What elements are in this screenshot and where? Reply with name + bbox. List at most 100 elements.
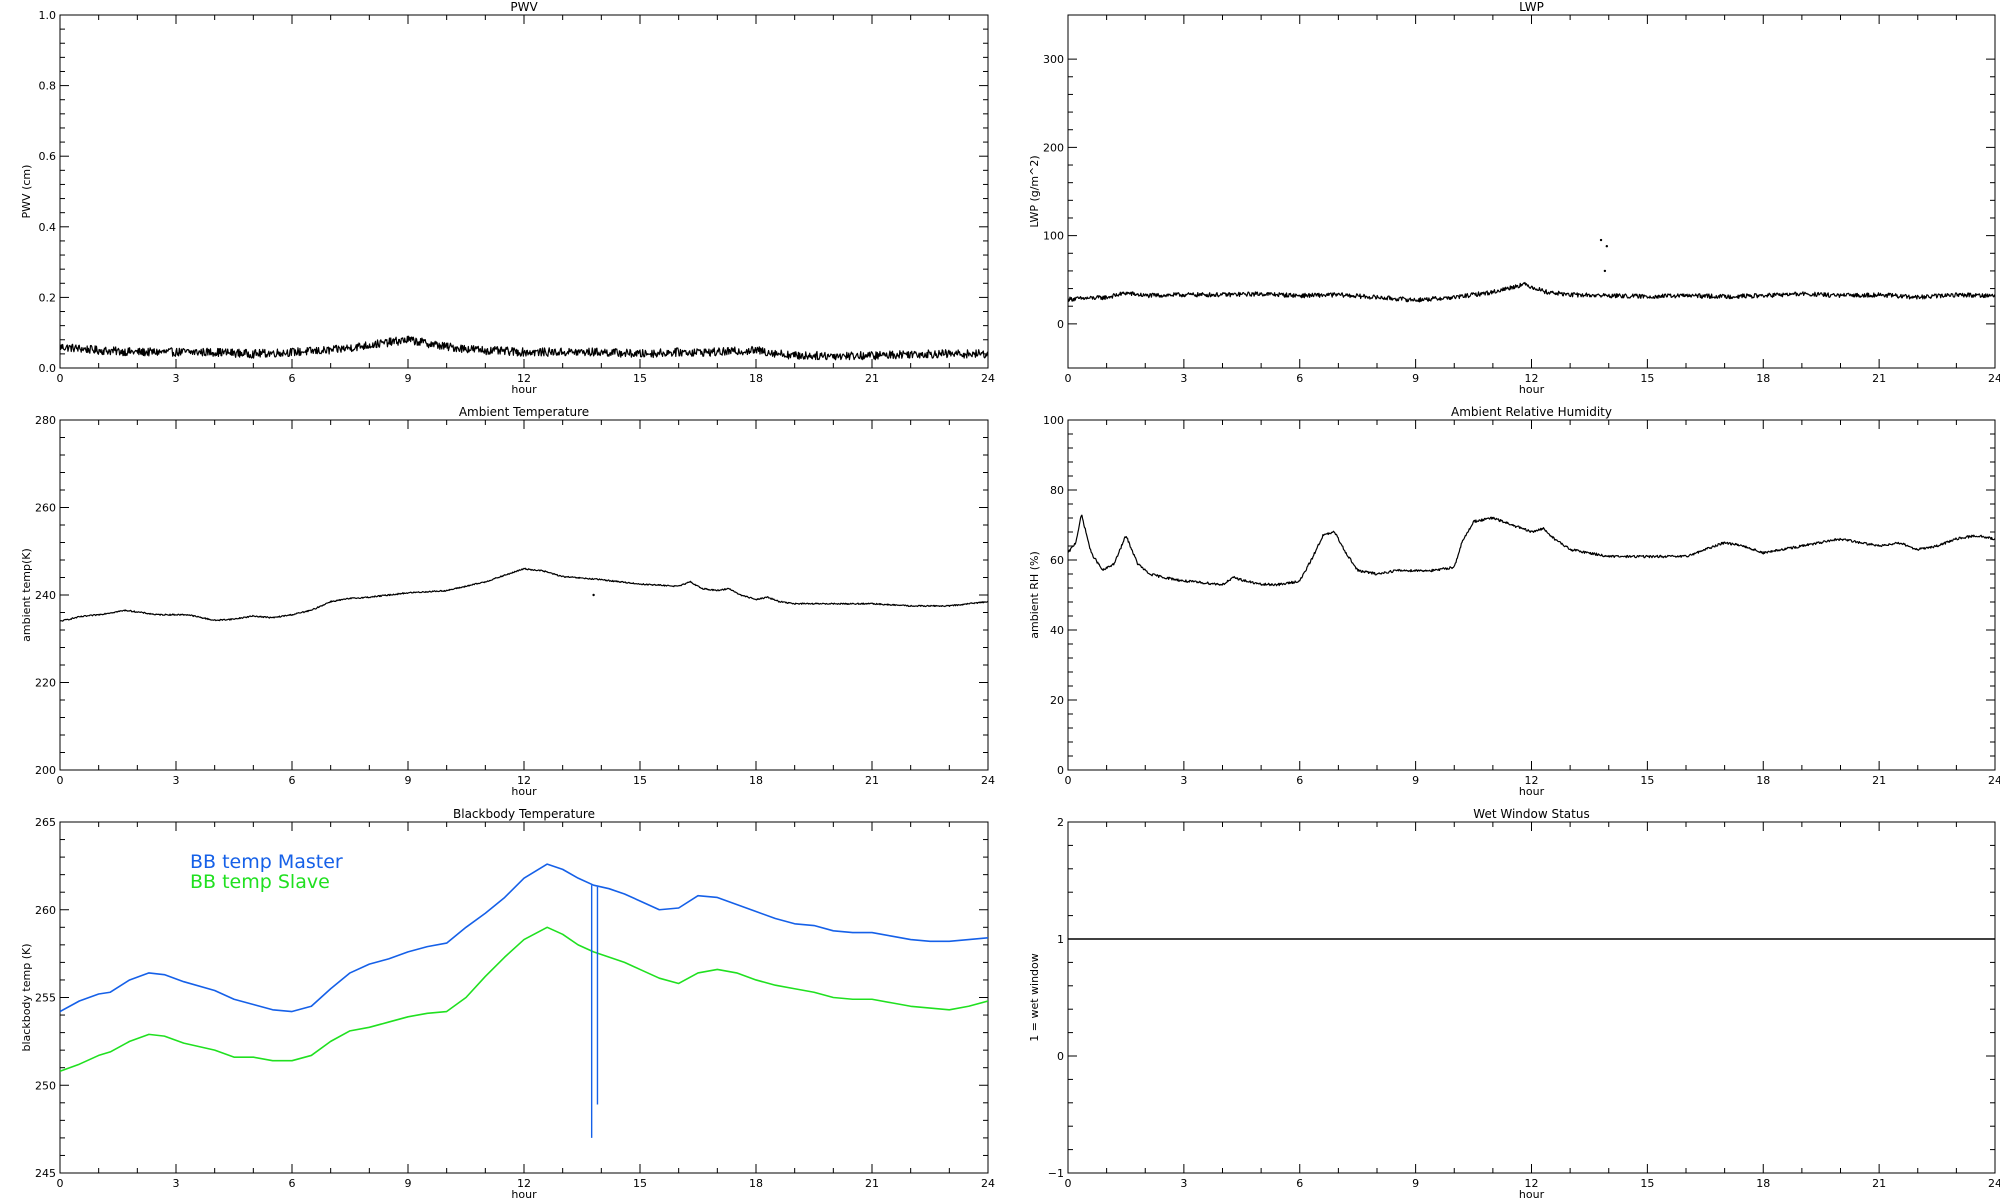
series-line-ambient-rh [1068, 514, 1995, 587]
x-tick-label: 21 [865, 372, 879, 385]
chart-title: Wet Window Status [1473, 807, 1589, 821]
data-point [1605, 245, 1609, 248]
y-tick-label: 100 [1043, 414, 1064, 427]
x-tick-label: 12 [517, 774, 531, 787]
x-tick-label: 21 [1872, 372, 1886, 385]
plot-area [1068, 514, 1995, 587]
x-tick-label: 0 [57, 1177, 64, 1190]
x-tick-label: 9 [1412, 1177, 1419, 1190]
x-tick-label: 21 [1872, 1177, 1886, 1190]
x-axis-label: hour [1519, 785, 1545, 798]
x-tick-label: 15 [633, 1177, 647, 1190]
x-tick-label: 15 [633, 774, 647, 787]
y-tick-label: −1 [1048, 1167, 1064, 1180]
x-tick-label: 24 [1988, 1177, 2000, 1190]
y-axis-label: blackbody temp (K) [20, 944, 33, 1052]
y-tick-label: 260 [35, 904, 56, 917]
y-tick-label: 100 [1043, 230, 1064, 243]
x-tick-label: 3 [1180, 372, 1187, 385]
x-tick-label: 9 [1412, 372, 1419, 385]
series-line-lwp [1068, 281, 1995, 303]
y-tick-label: 240 [35, 589, 56, 602]
y-tick-label: 1.0 [39, 9, 57, 22]
x-axis-label: hour [1519, 1188, 1545, 1200]
plot-area [60, 567, 988, 622]
y-tick-label: 60 [1050, 554, 1064, 567]
x-tick-label: 0 [1065, 1177, 1072, 1190]
x-tick-label: 12 [517, 372, 531, 385]
x-tick-label: 0 [1065, 774, 1072, 787]
x-tick-label: 3 [173, 774, 180, 787]
series-line-bb-temp-slave [60, 926, 988, 1072]
x-tick-label: 12 [1525, 372, 1539, 385]
y-tick-label: 0.6 [39, 150, 57, 163]
x-tick-label: 24 [981, 372, 995, 385]
chart-title: Ambient Relative Humidity [1451, 405, 1612, 419]
x-axis-label: hour [511, 785, 537, 798]
x-tick-label: 9 [405, 1177, 412, 1190]
x-tick-label: 12 [1525, 1177, 1539, 1190]
plot-area [1068, 238, 1995, 303]
chart-title: Ambient Temperature [459, 405, 589, 419]
chart-ambient-rh: Ambient Relative Humidity 0 3 6 9 12 15 18 21 24 h… [1028, 405, 2000, 798]
x-tick-label: 9 [405, 774, 412, 787]
x-tick-label: 15 [1640, 774, 1654, 787]
x-tick-label: 9 [405, 372, 412, 385]
y-tick-label: 200 [35, 764, 56, 777]
chart-ambient-temperature: Ambient Temperature 0 3 6 9 12 15 18 21 24 hour 200… [20, 405, 995, 798]
y-tick-label: 265 [35, 816, 56, 829]
y-axis-label: LWP (g/m^2) [1028, 155, 1041, 227]
y-axis-label: ambient temp(K) [20, 548, 33, 642]
x-tick-label: 21 [1872, 774, 1886, 787]
plot-area [60, 335, 988, 361]
x-tick-label: 6 [1296, 774, 1303, 787]
y-tick-label: 0 [1057, 1050, 1064, 1063]
x-tick-label: 3 [1180, 774, 1187, 787]
x-tick-label: 6 [289, 774, 296, 787]
x-tick-label: 15 [1640, 1177, 1654, 1190]
y-axis-label: ambient RH (%) [1028, 551, 1041, 639]
x-axis-label: hour [511, 1188, 537, 1200]
y-tick-label: 260 [35, 502, 56, 515]
y-tick-label: 80 [1050, 484, 1064, 497]
x-tick-label: 6 [1296, 372, 1303, 385]
plot-frame [1067, 419, 1996, 771]
plot-frame [1067, 821, 1996, 1174]
y-tick-label: 0 [1057, 764, 1064, 777]
x-tick-label: 24 [1988, 774, 2000, 787]
y-tick-label: 0.0 [39, 362, 57, 375]
x-tick-label: 24 [981, 1177, 995, 1190]
y-tick-label: 200 [1043, 141, 1064, 154]
y-tick-label: 300 [1043, 53, 1064, 66]
data-point [592, 593, 595, 597]
y-tick-label: 280 [35, 414, 56, 427]
x-tick-label: 24 [981, 774, 995, 787]
x-tick-label: 18 [749, 372, 763, 385]
x-tick-label: 18 [1756, 774, 1770, 787]
y-tick-label: 2 [1057, 816, 1064, 829]
x-tick-label: 3 [173, 1177, 180, 1190]
x-tick-label: 0 [57, 774, 64, 787]
x-axis-label: hour [1519, 383, 1545, 396]
chart-title: LWP [1519, 0, 1544, 14]
x-tick-label: 15 [633, 372, 647, 385]
x-tick-label: 21 [865, 1177, 879, 1190]
chart-title: Blackbody Temperature [453, 807, 595, 821]
y-tick-label: 250 [35, 1079, 56, 1092]
y-tick-label: 1 [1057, 933, 1064, 946]
x-tick-label: 12 [1525, 774, 1539, 787]
x-tick-label: 18 [749, 1177, 763, 1190]
plot-frame [59, 14, 989, 369]
x-tick-label: 0 [1065, 372, 1072, 385]
chart-lwp: LWP 0 3 6 9 12 15 18 21 24 hour 0 100 200 300 LWP (g/m^… [1028, 0, 2000, 396]
x-tick-label: 6 [289, 372, 296, 385]
x-tick-label: 18 [1756, 372, 1770, 385]
y-tick-label: 0.2 [39, 291, 57, 304]
y-tick-label: 20 [1050, 694, 1064, 707]
series-line-ambient-temperature [60, 567, 988, 622]
x-tick-label: 6 [289, 1177, 296, 1190]
chart-pwv: PWV 0 3 6 9 12 15 18 21 24 hour 0.0 0.2 0.4 0.6 0.8 1.0 P… [20, 0, 995, 396]
x-tick-label: 6 [1296, 1177, 1303, 1190]
